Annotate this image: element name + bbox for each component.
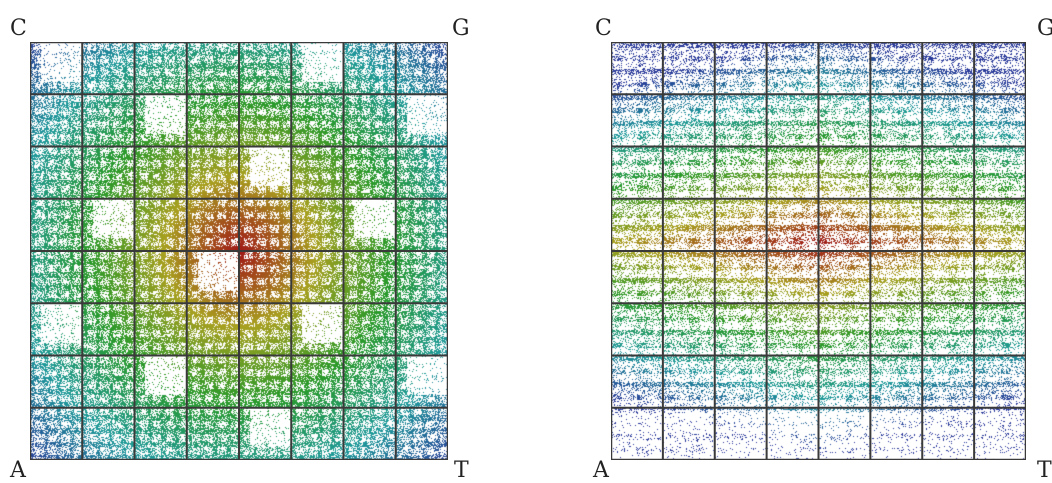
cgr-scatter-left [30, 42, 448, 460]
corner-label-bottom-right: T [454, 458, 469, 483]
corner-label-bottom-left: A [10, 458, 26, 483]
cgr-plot-left: C G A T [0, 0, 470, 483]
corner-label-top-right: G [1037, 16, 1052, 41]
corner-label-bottom-right: T [1037, 458, 1052, 483]
corner-label-top-right: G [452, 16, 470, 41]
cgr-plot-right: C G A T [585, 0, 1052, 483]
corner-label-bottom-left: A [593, 458, 609, 483]
cgr-scatter-right [611, 42, 1026, 460]
corner-label-top-left: C [10, 16, 27, 41]
corner-label-top-left: C [595, 16, 612, 41]
